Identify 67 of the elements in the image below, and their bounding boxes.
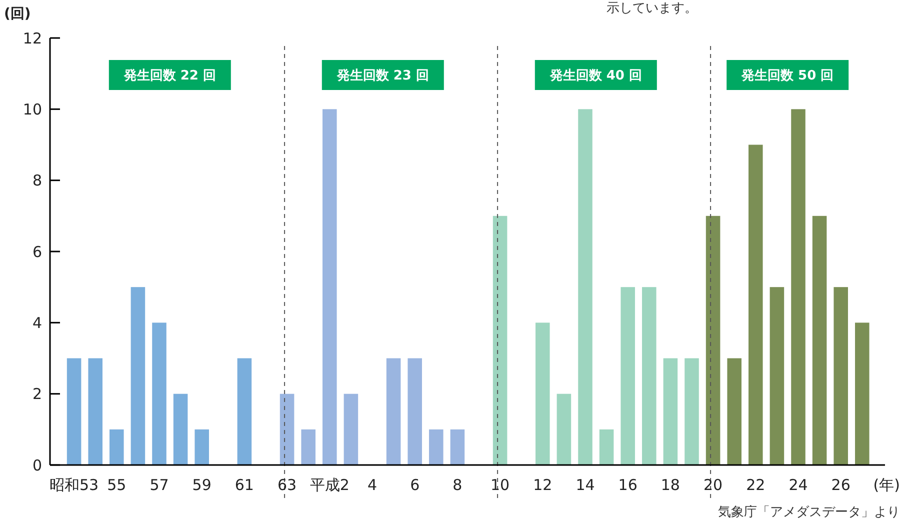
bar: [663, 358, 678, 465]
bar: [727, 358, 742, 465]
bar: [386, 358, 401, 465]
bar: [301, 429, 316, 465]
annotation: 発生回数 22 回: [122, 68, 216, 84]
bar: [194, 429, 209, 465]
y-axis-title: (回): [4, 6, 31, 22]
x-tick-label: 55: [107, 476, 126, 494]
bar: [812, 216, 827, 465]
x-tick-label: 4: [367, 476, 378, 494]
x-tick-label: 昭和53: [50, 476, 99, 494]
annotation: 発生回数 23 回: [336, 68, 429, 84]
y-tick-label: 8: [32, 172, 42, 190]
bar: [88, 358, 102, 465]
bar: [429, 429, 444, 465]
x-tick-label: 16: [618, 476, 638, 494]
x-tick-label: 59: [192, 476, 212, 494]
x-tick-label: 12: [533, 476, 552, 494]
bar: [322, 109, 337, 465]
bar: [66, 358, 82, 465]
bar: [280, 394, 294, 465]
bar: [110, 429, 124, 465]
bar: [152, 322, 166, 465]
x-tick-label: 24: [788, 476, 808, 494]
bar: [237, 358, 252, 465]
y-tick-label: 10: [22, 100, 42, 118]
x-tick-label: 18: [660, 476, 680, 494]
bar: [748, 144, 763, 465]
y-tick-label: 6: [32, 242, 42, 261]
annotation: 発生回数 40 回: [548, 68, 642, 84]
bar: [791, 109, 806, 465]
y-tick-label: 0: [32, 456, 42, 474]
bar: [620, 287, 635, 465]
bar: [578, 109, 592, 465]
bar: [855, 322, 870, 465]
bar: [408, 358, 422, 465]
bar: [450, 429, 465, 465]
y-tick-label: 4: [32, 314, 42, 332]
annotation: 発生回数 50 回: [740, 68, 834, 84]
bar: [770, 287, 784, 465]
x-tick-label: 57: [150, 476, 169, 494]
bar: [706, 216, 720, 465]
bar: [599, 429, 614, 465]
bar: [492, 216, 508, 465]
x-tick-label: 22: [746, 476, 766, 494]
x-tick-label: 20: [704, 476, 723, 494]
bar: [536, 322, 550, 465]
bar: [556, 394, 572, 465]
bar: [173, 394, 188, 465]
text: 気象庁「アメダスデータ」より: [718, 504, 900, 520]
x-tick-label: 6: [410, 476, 420, 494]
bar: [344, 394, 358, 465]
bar: [684, 358, 699, 465]
x-tick-label: 10: [490, 476, 510, 494]
y-tick-label: 12: [22, 29, 42, 48]
x-axis-title: (年): [873, 476, 900, 494]
x-tick-label: 61: [234, 476, 254, 494]
bar: [130, 287, 146, 465]
y-tick-label: 2: [32, 385, 42, 404]
text: 示しています。: [606, 1, 698, 16]
x-tick-label: 8: [452, 476, 462, 494]
x-tick-label: 26: [831, 476, 850, 494]
bar: [642, 287, 656, 465]
x-tick-label: 63: [278, 476, 297, 494]
x-tick-label: 平成2: [310, 476, 350, 494]
x-tick-label: 14: [576, 476, 595, 494]
bar: [834, 287, 848, 465]
